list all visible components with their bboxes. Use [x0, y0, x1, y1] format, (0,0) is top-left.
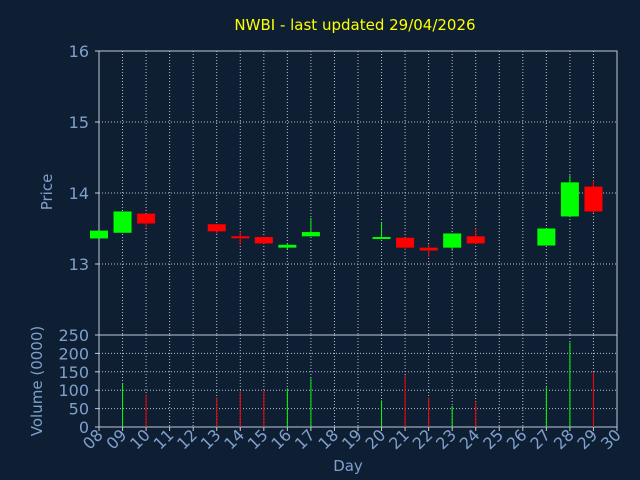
volume-tick-label: 50: [69, 400, 89, 419]
candle-body: [231, 236, 250, 239]
candle-body: [301, 232, 320, 237]
x-tick-label: 30: [597, 425, 625, 453]
candle-body: [466, 236, 485, 244]
candle-body: [419, 247, 438, 251]
x-axis-label: Day: [333, 457, 363, 475]
candle-body: [443, 233, 462, 248]
candle-body: [537, 228, 556, 246]
price-tick-label: 13: [69, 255, 89, 274]
candle-body: [90, 230, 108, 239]
candle-body: [372, 237, 391, 240]
volume-tick-label: 100: [58, 381, 89, 400]
candle-body: [584, 186, 603, 212]
price-axis-label: Price: [38, 174, 56, 211]
price-tick-label: 14: [69, 184, 89, 203]
candle-body: [396, 237, 415, 248]
volume-tick-label: 250: [58, 326, 89, 345]
chart-title: NWBI - last updated 29/04/2026: [234, 16, 475, 34]
candle-body: [278, 244, 297, 248]
volume-tick-label: 150: [58, 363, 89, 382]
volume-tick-label: 200: [58, 344, 89, 363]
candle-body: [137, 213, 156, 224]
price-tick-label: 15: [69, 113, 89, 132]
candle-body: [254, 237, 273, 244]
volume-tick-label: 0: [79, 418, 89, 437]
candle-body: [113, 211, 132, 233]
x-axis: 0809101112131415161718192021222324252627…: [79, 425, 625, 453]
candle-body: [207, 224, 226, 232]
price-tick-label: 16: [69, 42, 89, 61]
price-panel: 13 14 15 16: [69, 42, 618, 336]
candle-body: [560, 182, 579, 217]
volume-axis-label: Volume (0000): [28, 326, 46, 436]
